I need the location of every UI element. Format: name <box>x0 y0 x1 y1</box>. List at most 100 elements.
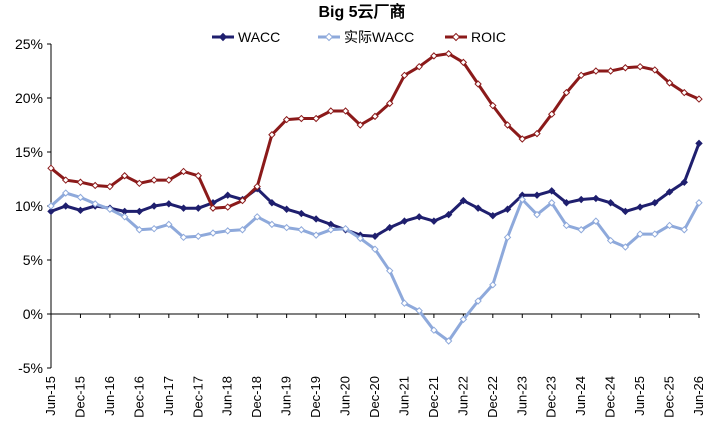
data-point <box>474 297 482 305</box>
data-point <box>415 213 423 221</box>
x-tick-label: Jun-25 <box>632 376 647 416</box>
data-point <box>695 199 703 207</box>
data-point <box>606 67 615 75</box>
data-point <box>459 196 468 205</box>
data-point <box>179 167 188 176</box>
data-point <box>297 226 306 234</box>
data-point <box>533 191 541 199</box>
x-tick-label: Jun-16 <box>102 376 117 416</box>
data-point <box>179 233 188 242</box>
data-point <box>533 210 541 219</box>
data-point <box>150 224 158 233</box>
series-WACC <box>47 139 703 240</box>
series-line <box>50 191 701 343</box>
y-tick-label: 15% <box>15 144 43 160</box>
data-point <box>430 326 438 334</box>
data-point <box>577 71 585 80</box>
data-point <box>62 189 70 197</box>
data-point <box>400 299 409 307</box>
data-point <box>91 200 99 208</box>
x-tick-label: Dec-17 <box>190 376 205 418</box>
data-point <box>268 220 276 229</box>
data-point <box>282 205 291 213</box>
data-point <box>238 226 247 234</box>
data-point <box>577 195 585 204</box>
data-point <box>165 220 173 229</box>
data-point <box>651 230 659 238</box>
data-point <box>135 207 144 216</box>
data-point <box>135 179 144 188</box>
data-point <box>680 226 688 234</box>
data-point <box>327 226 335 234</box>
data-point <box>282 115 291 124</box>
x-tick-label: Dec-20 <box>367 376 382 418</box>
data-point <box>76 178 85 186</box>
axes: -5% 0% 5% 10% 15% 20% 25% Jun-15 Dec-15 Jun-16 Dec… <box>15 36 706 418</box>
x-tick-label: Jun-17 <box>161 376 176 416</box>
data-point <box>371 232 379 240</box>
data-point <box>120 172 129 180</box>
x-tick-label: Dec-18 <box>249 376 264 418</box>
data-point <box>518 195 526 204</box>
data-point <box>489 212 497 220</box>
data-point <box>474 204 482 212</box>
y-tick-label: 25% <box>15 36 43 52</box>
data-point <box>91 181 99 190</box>
x-tick-label: Jun-18 <box>220 376 235 416</box>
series-line <box>50 52 700 210</box>
data-point <box>548 187 556 195</box>
data-point <box>253 182 261 191</box>
data-point <box>695 139 703 148</box>
data-point <box>356 234 364 243</box>
data-point <box>444 50 453 58</box>
plot-area <box>47 50 703 345</box>
series-line <box>50 142 701 238</box>
data-point <box>268 199 276 207</box>
y-tick-label: -5% <box>18 360 43 376</box>
data-point <box>444 337 453 345</box>
data-point <box>651 199 659 207</box>
x-tick-label: Dec-25 <box>662 376 677 418</box>
data-point <box>165 176 173 184</box>
data-point <box>76 193 85 202</box>
data-point <box>680 178 688 186</box>
legend-marker <box>218 32 228 42</box>
data-point <box>503 205 512 213</box>
data-point <box>533 129 541 138</box>
x-tick-label: Jun-22 <box>455 376 470 416</box>
data-point <box>106 205 114 213</box>
data-point <box>194 232 202 240</box>
data-point <box>548 110 556 118</box>
data-point <box>179 204 188 212</box>
data-point <box>297 209 306 218</box>
data-point <box>341 107 350 115</box>
data-point <box>62 202 70 210</box>
data-point <box>194 204 202 212</box>
data-point <box>562 221 571 230</box>
data-point <box>371 245 379 253</box>
data-point <box>341 224 350 233</box>
data-point <box>194 172 202 180</box>
data-point <box>503 121 512 129</box>
data-point <box>444 210 453 219</box>
legend-label: WACC <box>238 29 280 45</box>
data-point <box>562 199 571 207</box>
data-point <box>459 315 468 324</box>
data-point <box>651 66 659 74</box>
data-point <box>282 223 291 232</box>
data-point <box>606 236 615 245</box>
data-point <box>224 203 232 211</box>
data-point <box>224 227 232 235</box>
data-point <box>209 229 217 237</box>
data-point <box>224 191 232 199</box>
legend-label: 实际WACC <box>344 29 414 45</box>
data-point <box>606 199 615 207</box>
data-point <box>636 230 644 238</box>
data-point <box>135 226 144 234</box>
data-point <box>47 202 55 210</box>
data-point <box>621 64 630 72</box>
y-tick-label: 5% <box>23 252 43 268</box>
data-point <box>209 204 217 212</box>
data-point <box>577 226 585 234</box>
